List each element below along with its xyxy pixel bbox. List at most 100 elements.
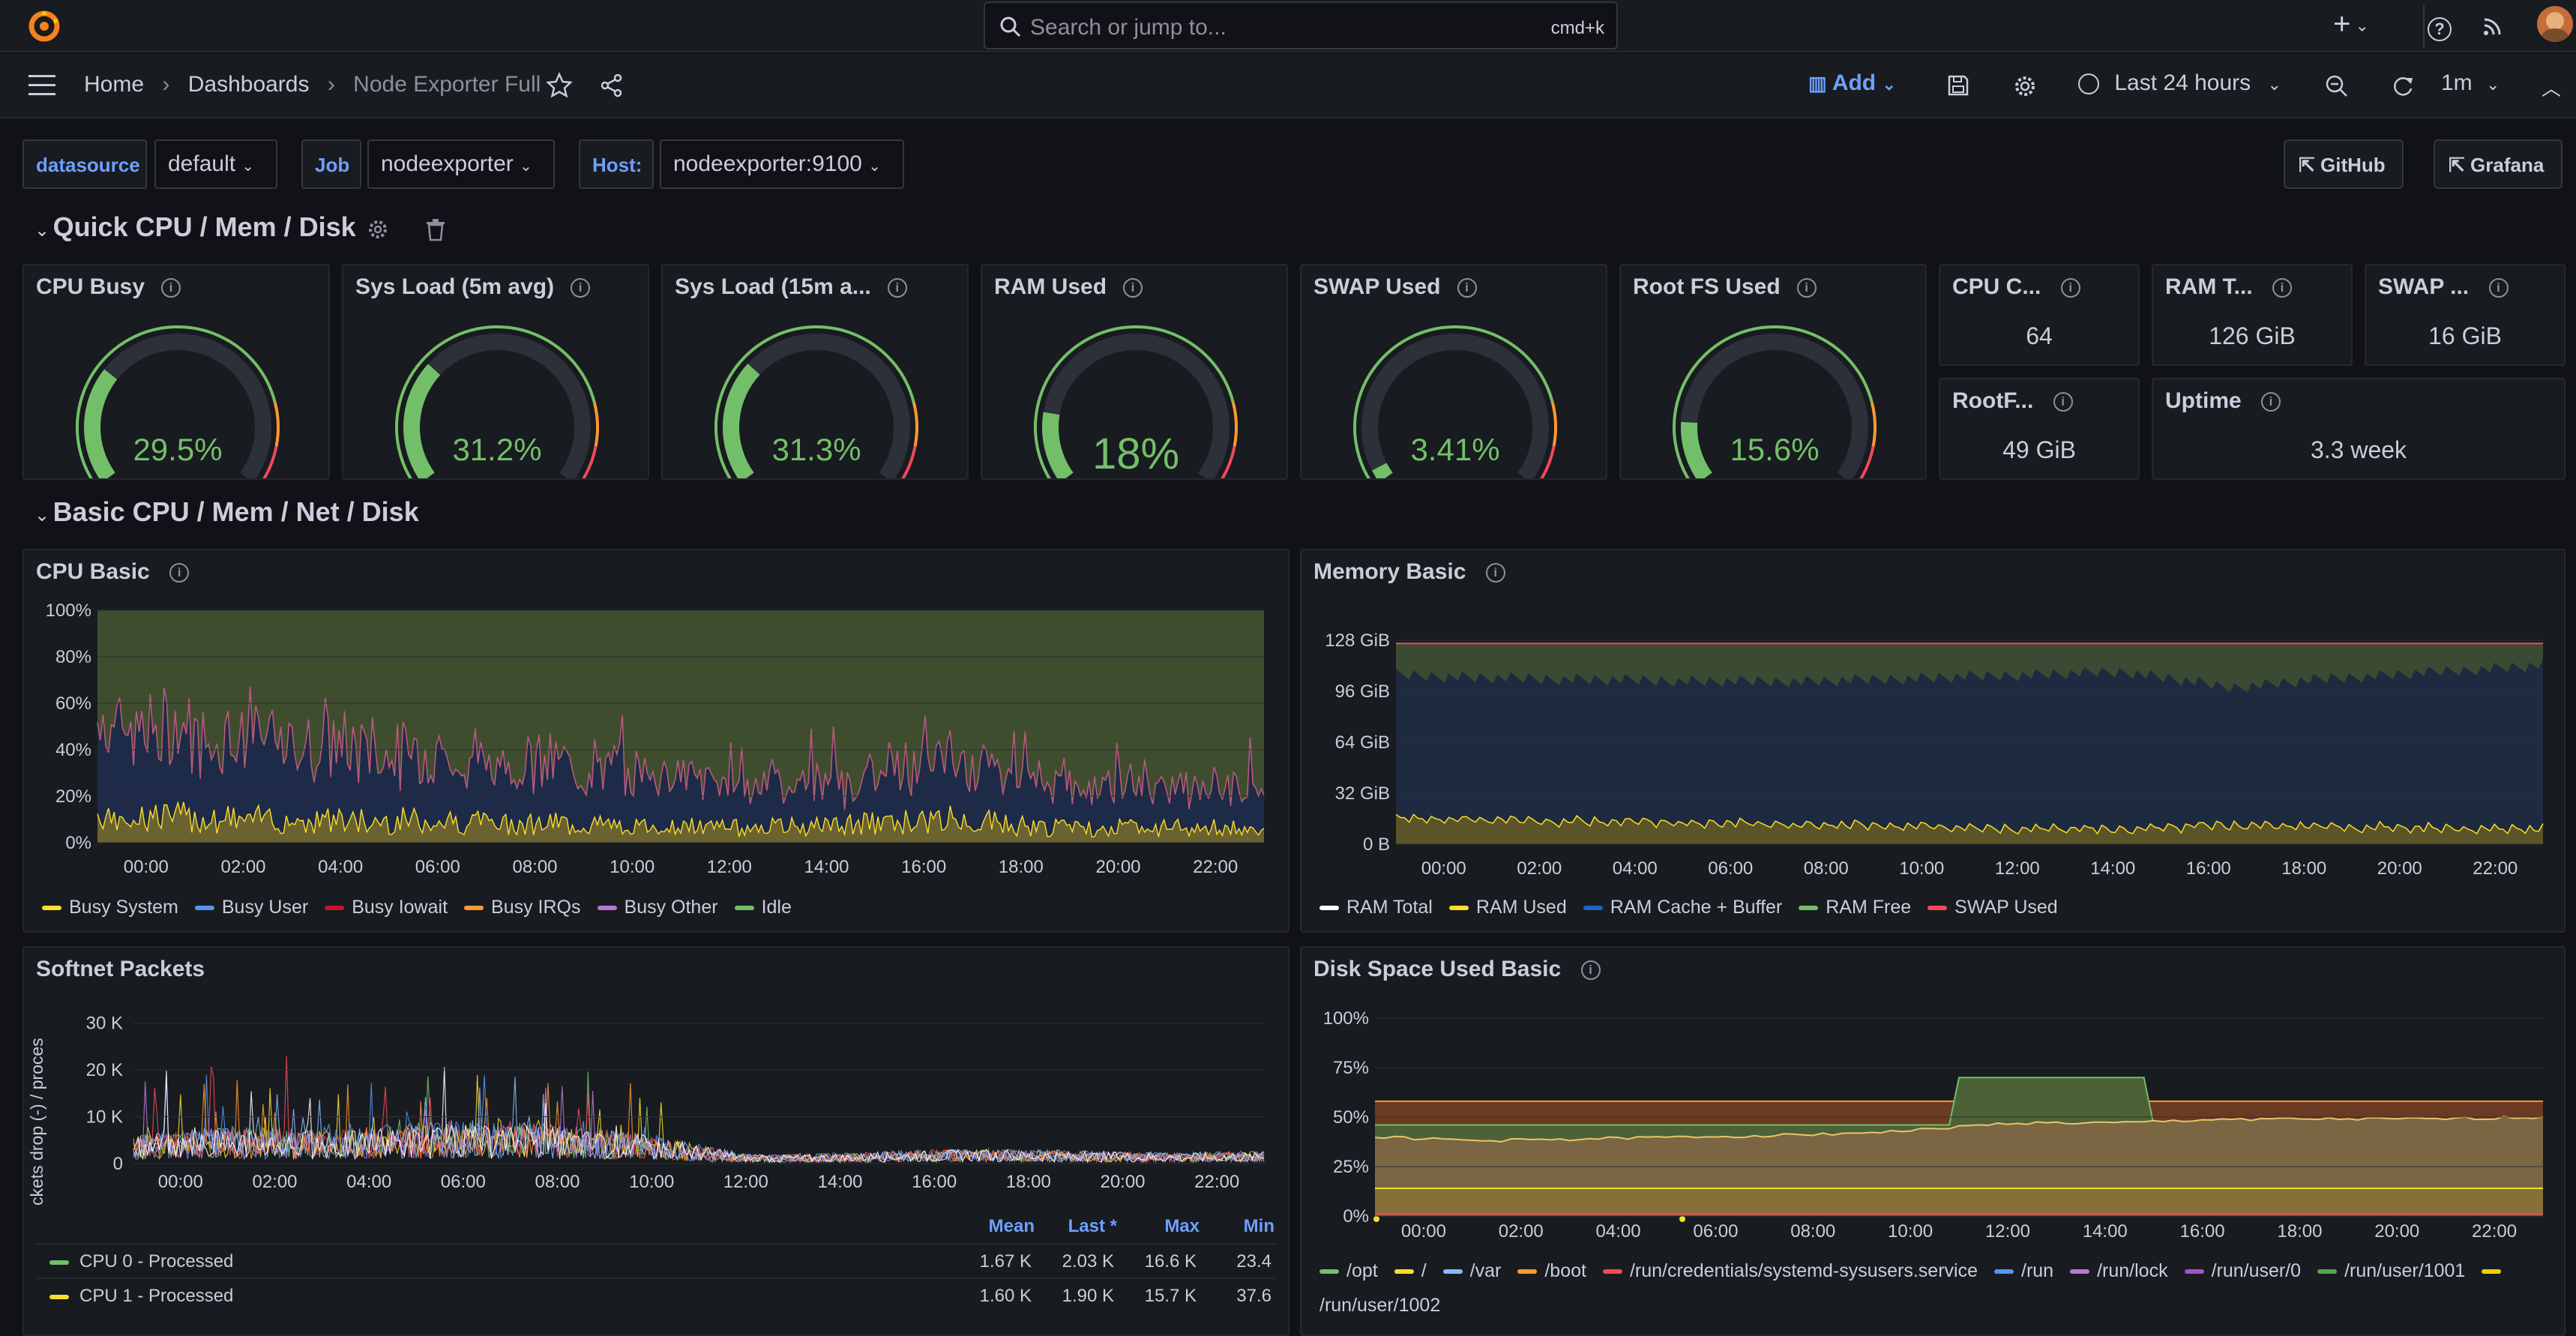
panel-disk-space-used-basic[interactable]: Disk Space Used Basic i 100% 75% 50% 25% 0% 0… xyxy=(1300,946,2566,1336)
legend-item[interactable]: /run/lock xyxy=(2070,1260,2168,1281)
save-icon[interactable] xyxy=(1946,73,1970,97)
link-label: GitHub xyxy=(2320,154,2386,176)
info-icon[interactable]: i xyxy=(887,278,907,298)
info-icon[interactable]: i xyxy=(1123,278,1143,298)
add-button[interactable]: ▥ Add ⌄ xyxy=(1808,70,1896,96)
help-icon[interactable]: ? xyxy=(2428,13,2452,43)
gauge-value: 18% xyxy=(1092,430,1180,478)
info-icon[interactable]: i xyxy=(2261,392,2281,412)
legend-item[interactable]: /run xyxy=(1994,1260,2053,1281)
info-icon[interactable]: i xyxy=(161,278,181,298)
stat-panel-ram-total[interactable]: RAM T... i 126 GiB xyxy=(2152,264,2353,366)
refresh-interval-picker[interactable]: 1m ⌄ xyxy=(2441,70,2500,96)
gauge-panel-6[interactable]: Root FS Used i 15.6% xyxy=(1619,264,1927,480)
legend-item[interactable]: Busy System xyxy=(42,897,178,918)
star-icon[interactable] xyxy=(546,72,573,99)
legend-item[interactable]: RAM Cache + Buffer xyxy=(1583,897,1782,918)
legend-item[interactable]: /run/user/1002 xyxy=(1319,1260,2509,1316)
share-icon[interactable] xyxy=(598,72,625,99)
legend-item[interactable]: /run/user/0 xyxy=(2184,1260,2301,1281)
new-menu-button[interactable]: + ⌄ xyxy=(2333,7,2369,40)
panel-cpu-basic[interactable]: CPU Basic i 100% 80% 60% 40% 20% 0% 00:00 02:00… xyxy=(22,549,1289,933)
info-icon[interactable]: i xyxy=(571,278,591,298)
legend-item[interactable]: /var xyxy=(1442,1260,1501,1281)
legend-item[interactable]: Busy Other xyxy=(597,897,718,918)
legend-item[interactable]: /opt xyxy=(1319,1260,1378,1281)
legend-label: Busy IRQs xyxy=(491,897,581,918)
legend-item[interactable]: Busy IRQs xyxy=(464,897,581,918)
x-tick-label: 10:00 xyxy=(610,857,654,877)
legend-item[interactable]: SWAP Used xyxy=(1928,897,2058,918)
legend-item[interactable]: /boot xyxy=(1517,1260,1586,1281)
info-icon[interactable]: i xyxy=(2488,278,2509,298)
stat-panel-rootfs-total[interactable]: RootF... i 49 GiB xyxy=(1939,378,2140,480)
row-settings-gear-icon[interactable] xyxy=(366,217,390,241)
run-area xyxy=(1375,1188,2543,1216)
gauge-panel-4[interactable]: RAM Used i 18% xyxy=(981,264,1288,480)
legend-label: RAM Used xyxy=(1475,897,1567,918)
x-tick-label: 02:00 xyxy=(252,1172,297,1192)
gauge-panel-5[interactable]: SWAP Used i 3.41% xyxy=(1300,264,1607,480)
time-range-picker[interactable]: Last 24 hours ⌄ xyxy=(2078,70,2281,96)
news-feed-icon[interactable] xyxy=(2482,15,2504,37)
info-icon[interactable]: i xyxy=(2060,278,2080,298)
legend-item[interactable]: /run/user/1001 xyxy=(2317,1260,2465,1281)
stat-panel-uptime[interactable]: Uptime i 3.3 week xyxy=(2152,378,2566,480)
legend-item[interactable]: Idle xyxy=(734,897,792,918)
table-row[interactable]: CPU 0 - Processed 1.67 K 2.03 K 16.6 K 23.4 xyxy=(36,1243,1276,1276)
legend-item[interactable]: / xyxy=(1394,1260,1427,1281)
info-icon[interactable]: i xyxy=(1580,960,1601,981)
info-icon[interactable]: i xyxy=(169,563,190,583)
collapse-chevron-up-icon[interactable]: ︿ xyxy=(2542,77,2562,100)
gauge-threshold-red xyxy=(1859,445,1875,478)
variable-select-job[interactable]: nodeexporter ⌄ xyxy=(367,139,555,189)
info-icon[interactable]: i xyxy=(1485,563,1505,583)
user-avatar[interactable] xyxy=(2537,6,2573,42)
row-quick-cpu-mem-disk[interactable]: ⌄ Quick CPU / Mem / Disk xyxy=(34,211,356,243)
variable-value: nodeexporter xyxy=(381,151,514,176)
info-icon[interactable]: i xyxy=(1457,278,1477,298)
gauge-panel-1[interactable]: CPU Busy i 29.5% xyxy=(22,264,330,480)
info-icon[interactable]: i xyxy=(2053,392,2073,412)
row-basic-cpu-mem-net-disk[interactable]: ⌄ Basic CPU / Mem / Net / Disk xyxy=(34,496,419,528)
panel-title: Root FS Used i xyxy=(1633,274,1817,300)
x-tick-label: 08:00 xyxy=(512,857,557,877)
series-name: CPU 0 - Processed xyxy=(79,1251,234,1272)
x-tick-label: 10:00 xyxy=(1888,1221,1933,1237)
legend-item[interactable]: RAM Used xyxy=(1448,897,1567,918)
trash-icon[interactable] xyxy=(424,217,447,241)
grafana-logo-icon[interactable] xyxy=(25,7,63,45)
legend-item[interactable]: Busy Iowait xyxy=(325,897,448,918)
info-icon[interactable]: i xyxy=(1796,278,1817,298)
variable-select-datasource[interactable]: default ⌄ xyxy=(154,139,277,189)
refresh-icon[interactable] xyxy=(2390,73,2416,99)
legend-item[interactable]: /run/credentials/systemd-sysusers.servic… xyxy=(1602,1260,1978,1281)
variable-select-host[interactable]: nodeexporter:9100 ⌄ xyxy=(660,139,904,189)
legend-item[interactable]: RAM Free xyxy=(1799,897,1911,918)
gauge-panel-2[interactable]: Sys Load (5m avg) i 31.2% xyxy=(342,264,649,480)
github-link[interactable]: ⇱ GitHub xyxy=(2284,139,2404,189)
search-bar[interactable]: Search or jump to... cmd+k xyxy=(984,1,1618,49)
breadcrumb-home[interactable]: Home xyxy=(84,72,145,97)
panel-title: CPU Busy i xyxy=(36,274,181,300)
menu-icon[interactable] xyxy=(27,72,57,99)
table-header[interactable]: Mean Last * Max Min xyxy=(952,1216,1275,1237)
legend-item[interactable]: Busy User xyxy=(194,897,308,918)
zoom-out-icon[interactable] xyxy=(2324,73,2350,99)
cpu-basic-chart: 100% 80% 60% 40% 20% 0% 00:00 02:00 04:00 06:00 08… xyxy=(46,603,1265,877)
stat-panel-cpu-cores[interactable]: CPU C... i 64 xyxy=(1939,264,2140,366)
info-icon[interactable]: i xyxy=(2272,278,2293,298)
grafana-link[interactable]: ⇱ Grafana xyxy=(2434,139,2563,189)
gauge-panel-3[interactable]: Sys Load (15m a... i 31.3% xyxy=(661,264,969,480)
legend-item[interactable]: RAM Total xyxy=(1319,897,1433,918)
series-values: 1.67 K 2.03 K 16.6 K 23.4 xyxy=(949,1251,1272,1272)
breadcrumb-dashboards[interactable]: Dashboards xyxy=(187,72,310,97)
x-tick-label: 20:00 xyxy=(1095,857,1140,877)
stat-panel-swap-total[interactable]: SWAP ... i 16 GiB xyxy=(2365,264,2566,366)
panel-softnet-packets[interactable]: Softnet Packets ckets drop (-) / proces … xyxy=(22,946,1289,1336)
settings-gear-icon[interactable] xyxy=(2012,73,2038,99)
table-row[interactable]: CPU 1 - Processed 1.60 K 1.90 K 15.7 K 37.6 xyxy=(36,1278,1276,1311)
data-point xyxy=(1679,1216,1685,1222)
cpu-basic-legend: Busy System Busy User Busy Iowait Busy IRQs… xyxy=(42,897,808,918)
panel-memory-basic[interactable]: Memory Basic i 128 GiB 96 GiB 64 GiB 32 GiB… xyxy=(1300,549,2566,933)
